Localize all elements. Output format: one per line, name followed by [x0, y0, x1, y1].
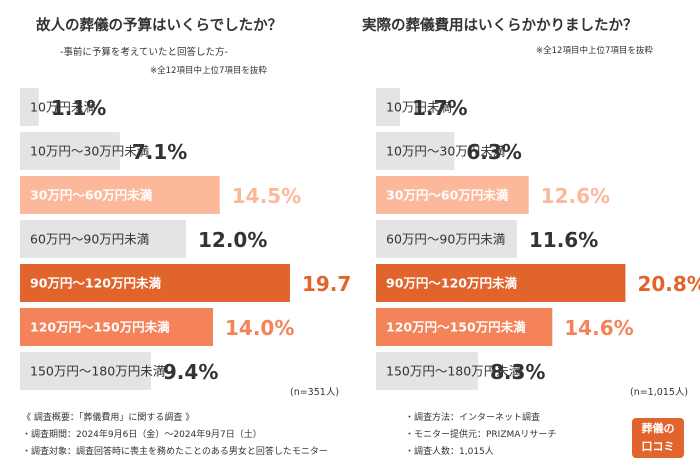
- right-value-label-5: 14.6%: [564, 316, 633, 340]
- right-category-label-4: 90万円～120万円未満: [386, 276, 517, 291]
- right-category-label-3: 60万円～90万円未満: [386, 232, 505, 247]
- survey-target: ・調査対象：調査回答時に喪主を務めたことのある男女と回答したモニター: [22, 447, 328, 457]
- right-value-label-6: 8.3%: [490, 360, 545, 384]
- left-value-label-2: 14.5%: [232, 184, 301, 208]
- left-category-label-1: 10万円～30万円未満: [30, 144, 149, 159]
- survey-summary-right: ・調査方法：インターネット調査 ・モニター提供元：PRIZMAリサーチ ・調査人…: [405, 410, 556, 461]
- right-sample-size: (n=1,015人): [630, 387, 689, 398]
- left-value-label-3: 12.0%: [198, 228, 267, 252]
- left-bar-6: [20, 352, 151, 390]
- logo-line2: 口コミ: [641, 440, 675, 453]
- right-category-label-2: 30万円～60万円未満: [386, 188, 509, 203]
- left-sample-size: (n=351人): [290, 387, 340, 398]
- right-chart-note: ※全12項目中上位7項目を抜粋: [536, 46, 653, 56]
- right-chart-title: 実際の葬儀費用はいくらかかりましたか？: [362, 18, 638, 34]
- survey-count: ・調査人数：1,015人: [405, 447, 494, 457]
- left-chart-note: ※全12項目中上位7項目を抜粋: [150, 66, 267, 76]
- left-category-label-4: 90万円～120万円未満: [30, 276, 161, 291]
- right-chart-panel: 実際の葬儀費用はいくらかかりましたか？ ※全12項目中上位7項目を抜粋 10万円…: [350, 0, 700, 400]
- survey-provider: ・モニター提供元：PRIZMAリサーチ: [405, 430, 557, 440]
- left-chart-title: 故人の葬儀の予算はいくらでしたか？: [36, 18, 283, 34]
- right-bar-1: [376, 132, 455, 170]
- right-bar-0: [376, 88, 401, 126]
- right-bar-3: [376, 220, 517, 258]
- left-category-label-6: 150万円～180万円未満: [30, 364, 165, 379]
- left-value-label-4: 19.7%: [302, 272, 350, 296]
- left-category-label-2: 30万円～60万円未満: [30, 188, 153, 203]
- left-bar-4: [20, 264, 290, 302]
- left-category-label-3: 60万円～90万円未満: [30, 232, 149, 247]
- left-bar-1: [20, 132, 120, 170]
- right-category-label-0: 10万円未満: [386, 100, 452, 115]
- right-value-label-2: 12.6%: [541, 184, 610, 208]
- logo-line1: 葬儀の: [641, 422, 675, 435]
- left-value-label-0: 1.1%: [51, 96, 106, 120]
- right-value-label-1: 6.3%: [466, 140, 521, 164]
- left-bar-5: [20, 308, 213, 346]
- left-chart-subtitle: -事前に予算を考えていたと回答した方-: [60, 47, 228, 58]
- right-value-label-0: 1.7%: [412, 96, 467, 120]
- left-value-label-5: 14.0%: [225, 316, 294, 340]
- left-value-label-1: 7.1%: [132, 140, 187, 164]
- survey-method: ・調査方法：インターネット調査: [405, 413, 541, 423]
- left-chart-panel: 故人の葬儀の予算はいくらでしたか？ -事前に予算を考えていたと回答した方- ※全…: [0, 0, 350, 400]
- right-bar-5: [376, 308, 553, 346]
- right-category-label-6: 150万円～180万円未満: [386, 364, 521, 379]
- sougi-kuchikomi-logo: 葬儀の 口コミ: [632, 418, 684, 458]
- right-category-label-1: 10万円～30万円未満: [386, 144, 505, 159]
- left-bar-2: [20, 176, 220, 214]
- right-value-label-4: 20.8%: [637, 272, 700, 296]
- right-category-label-5: 120万円～150万円未満: [386, 320, 526, 335]
- right-bar-6: [376, 352, 478, 390]
- left-value-label-6: 9.4%: [163, 360, 218, 384]
- right-value-label-3: 11.6%: [529, 228, 598, 252]
- left-bar-0: [20, 88, 39, 126]
- left-category-label-0: 10万円未満: [30, 100, 96, 115]
- left-category-label-5: 120万円～150万円未満: [30, 320, 170, 335]
- survey-summary-heading: 《 調査概要：「葬儀費用」に関する調査 》: [22, 413, 195, 423]
- survey-period: ・調査期間：2024年9月6日（金）～2024年9月7日（土）: [22, 430, 262, 440]
- survey-summary-left: 《 調査概要：「葬儀費用」に関する調査 》 ・調査期間：2024年9月6日（金）…: [22, 410, 328, 461]
- right-bar-2: [376, 176, 529, 214]
- left-bar-3: [20, 220, 186, 258]
- right-bar-4: [376, 264, 626, 302]
